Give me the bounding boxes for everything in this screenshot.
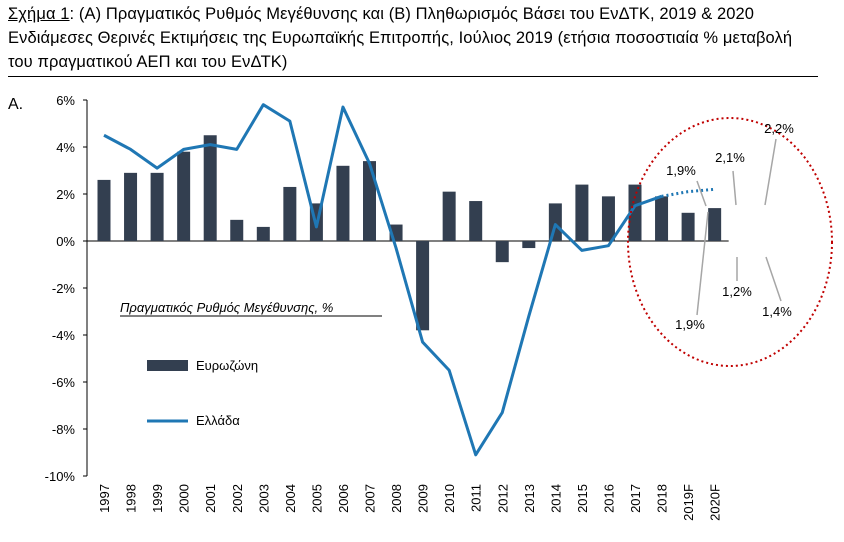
bar-eurozone: [416, 241, 430, 331]
data-label-leader: [764, 138, 777, 206]
x-tick-label: 2007: [363, 484, 378, 513]
bar-eurozone: [628, 184, 642, 241]
bar-eurozone: [124, 172, 138, 241]
y-tick-label: -2%: [52, 281, 76, 296]
chart-annotation: Πραγματικός Ρυθμός Μεγέθυνσης, %: [120, 300, 333, 315]
x-tick-label: 2019F: [681, 484, 696, 521]
data-label: 1,9%: [675, 317, 705, 332]
bar-eurozone: [283, 186, 297, 241]
data-label: 2,2%: [764, 121, 794, 136]
bar-eurozone: [97, 179, 111, 241]
y-tick-label: -8%: [52, 422, 76, 437]
bar-eurozone: [708, 208, 722, 241]
data-label: 2,1%: [715, 150, 745, 165]
data-label: 1,4%: [762, 304, 792, 319]
bar-eurozone: [336, 165, 350, 241]
bar-eurozone: [575, 184, 589, 241]
y-tick-label: -6%: [52, 375, 76, 390]
x-tick-label: 2013: [522, 484, 537, 513]
legend-label-eurozone: Ευρωζώνη: [196, 358, 258, 373]
data-label-leader: [732, 170, 737, 206]
bar-eurozone: [363, 161, 376, 241]
data-label: 1,9%: [666, 163, 696, 178]
bar-eurozone: [681, 212, 695, 241]
forecast-highlight-ellipse: [627, 117, 833, 367]
y-tick-label: 2%: [56, 187, 75, 202]
bar-eurozone: [177, 151, 191, 241]
y-tick-label: 4%: [56, 140, 75, 155]
bar-eurozone: [601, 196, 615, 241]
data-label-leader: [765, 256, 782, 302]
bar-eurozone: [522, 241, 536, 249]
data-label: 1,2%: [722, 284, 752, 299]
line-greece: [103, 103, 663, 457]
bar-eurozone: [442, 191, 456, 241]
x-tick-label: 2008: [389, 484, 404, 513]
x-tick-label: 2004: [283, 484, 298, 513]
x-tick-label: 2016: [601, 484, 616, 513]
data-label-leader: [696, 211, 709, 316]
legend-swatch-eurozone: [147, 360, 188, 371]
bar-eurozone: [469, 201, 483, 241]
x-tick-label: 1997: [97, 484, 112, 513]
figure-caption: Σχήμα 1: (Α) Πραγματικός Ρυθμός Μεγέθυνσ…: [8, 2, 820, 74]
caption-rule: [8, 76, 818, 77]
y-tick-label: 0%: [56, 234, 75, 249]
x-tick-label: 2005: [309, 484, 324, 513]
x-tick-label: 2014: [548, 484, 563, 513]
x-tick-label: 2020F: [708, 484, 723, 521]
x-tick-label: 2000: [177, 484, 192, 513]
x-tick-label: 2017: [628, 484, 643, 513]
y-tick-label: 6%: [56, 93, 75, 108]
bar-eurozone: [256, 226, 270, 241]
legend-label-greece: Ελλάδα: [196, 413, 240, 428]
x-tick-label: 2011: [469, 484, 484, 512]
x-tick-label: 2015: [575, 484, 590, 513]
x-tick-label: 2006: [336, 484, 351, 513]
x-tick-label: 2001: [203, 484, 218, 513]
line-greece-forecast: [661, 187, 715, 198]
y-tick-label: -10%: [45, 469, 76, 484]
data-label-leader: [696, 180, 707, 207]
x-tick-label: 2003: [256, 484, 271, 513]
panel-label: Α.: [8, 96, 24, 113]
x-tick-label: 1999: [150, 484, 165, 513]
bar-eurozone: [655, 196, 669, 241]
x-tick-label: 1998: [124, 484, 139, 513]
x-tick-label: 2009: [416, 484, 431, 513]
y-tick-label: -4%: [52, 328, 76, 343]
x-tick-label: 2012: [495, 484, 510, 513]
x-tick-label: 2010: [442, 484, 457, 513]
bar-eurozone: [150, 172, 164, 241]
bar-eurozone: [203, 135, 217, 241]
figure-caption-text: : (Α) Πραγματικός Ρυθμός Μεγέθυνσης και …: [8, 5, 793, 71]
figure-label: Σχήμα 1: [8, 5, 70, 23]
x-tick-label: 2018: [655, 484, 670, 513]
bar-eurozone: [230, 219, 244, 241]
x-tick-label: 2002: [230, 484, 245, 513]
bar-eurozone: [495, 241, 509, 263]
